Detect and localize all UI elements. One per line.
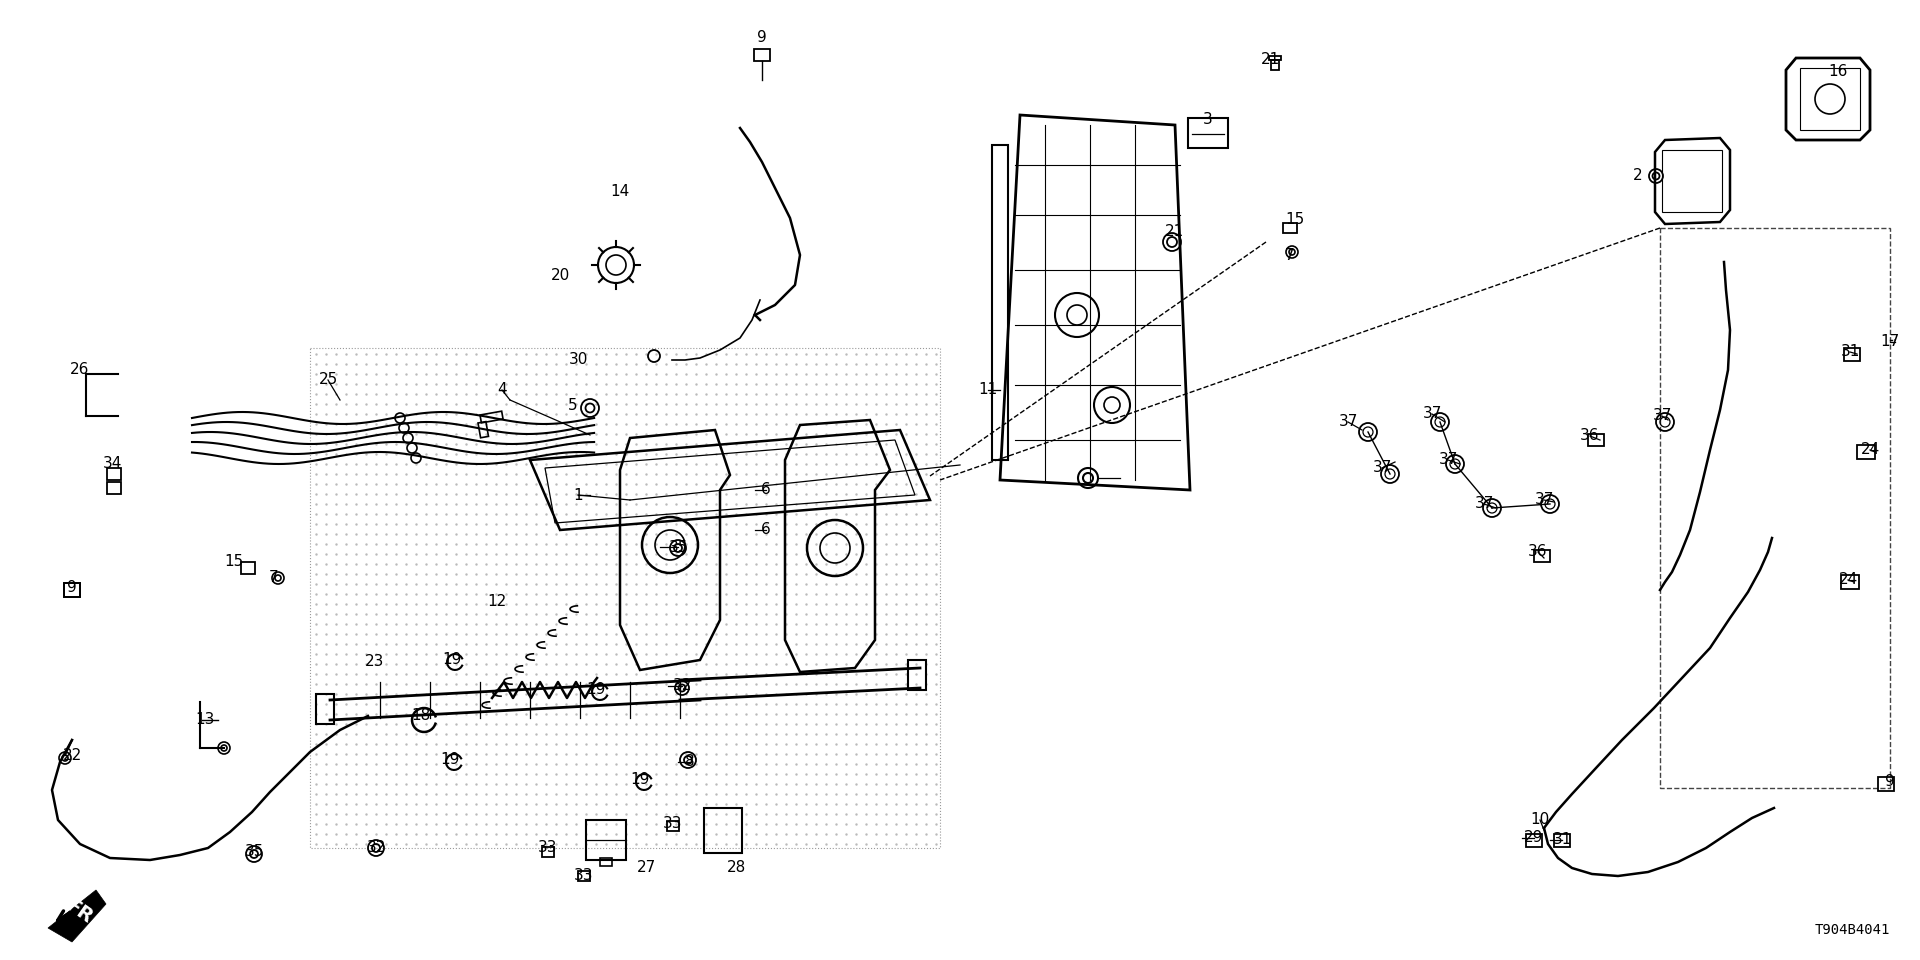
Text: 8: 8	[685, 755, 695, 770]
Bar	[666, 821, 680, 831]
Text: 37: 37	[1534, 492, 1553, 508]
Bar	[1269, 56, 1281, 60]
Text: 14: 14	[611, 184, 630, 200]
Text: 33: 33	[662, 817, 684, 831]
Text: 31: 31	[1839, 345, 1860, 359]
Bar	[755, 49, 770, 61]
Text: 20: 20	[551, 268, 570, 282]
Text: 9: 9	[756, 31, 766, 45]
Bar	[1801, 68, 1860, 130]
Text: 36: 36	[1580, 428, 1599, 444]
Bar	[586, 820, 626, 860]
Bar	[63, 583, 81, 597]
Text: 33: 33	[574, 869, 593, 883]
Bar	[1553, 834, 1571, 847]
Bar	[1878, 777, 1893, 791]
Bar	[1271, 60, 1279, 70]
Bar	[309, 348, 941, 848]
Text: 36: 36	[1528, 544, 1548, 560]
Bar	[480, 411, 503, 422]
Bar	[478, 421, 488, 438]
Text: 23: 23	[365, 655, 384, 669]
Text: FR.: FR.	[61, 896, 102, 932]
Text: 15: 15	[225, 555, 244, 569]
Text: 25: 25	[319, 372, 338, 388]
Text: 35: 35	[668, 540, 687, 555]
Text: 5: 5	[568, 397, 578, 413]
Text: 1: 1	[574, 488, 584, 502]
Bar	[1588, 434, 1603, 446]
Bar	[1663, 150, 1722, 212]
Text: 19: 19	[442, 653, 461, 667]
Text: 34: 34	[102, 457, 121, 471]
Bar	[599, 858, 612, 866]
Text: 11: 11	[979, 382, 998, 397]
Text: 29: 29	[1524, 830, 1544, 846]
Text: 17: 17	[1880, 334, 1899, 349]
Bar	[1841, 575, 1859, 589]
Text: 21: 21	[1260, 53, 1279, 67]
Text: 28: 28	[726, 860, 745, 876]
Bar	[705, 808, 741, 853]
Text: 37: 37	[1438, 452, 1457, 468]
Text: 37: 37	[1338, 415, 1357, 429]
Text: 37: 37	[1653, 409, 1672, 423]
Bar	[908, 660, 925, 690]
Text: 24: 24	[1837, 572, 1859, 588]
Bar	[108, 468, 121, 480]
Bar	[1843, 348, 1860, 361]
Text: 18: 18	[411, 708, 430, 724]
Text: 10: 10	[1530, 812, 1549, 828]
Text: 32: 32	[672, 679, 691, 693]
Text: 7: 7	[1284, 248, 1294, 262]
Bar	[1188, 118, 1229, 148]
Bar	[1661, 228, 1889, 788]
Bar	[578, 871, 589, 881]
Bar	[1534, 550, 1549, 562]
Bar	[1283, 223, 1298, 233]
Text: 24: 24	[1860, 443, 1880, 458]
Text: 9: 9	[1885, 775, 1895, 789]
Polygon shape	[48, 890, 106, 942]
Text: 33: 33	[538, 841, 557, 855]
Bar	[242, 562, 255, 574]
Text: 7: 7	[269, 570, 278, 586]
Text: 6: 6	[760, 483, 770, 497]
Text: 37: 37	[1475, 496, 1494, 512]
Text: 37: 37	[1423, 406, 1442, 421]
Text: 13: 13	[196, 712, 215, 728]
Text: 19: 19	[630, 773, 649, 787]
Text: 12: 12	[488, 594, 507, 610]
Text: 35: 35	[244, 845, 263, 859]
Bar	[63, 583, 81, 597]
Text: 22: 22	[61, 749, 83, 763]
Bar	[108, 482, 121, 494]
Bar	[1526, 834, 1542, 847]
Text: 19: 19	[586, 683, 605, 698]
Text: 6: 6	[760, 522, 770, 538]
Text: 15: 15	[1284, 212, 1304, 228]
Text: 4: 4	[497, 382, 507, 397]
Text: 31: 31	[1551, 832, 1572, 848]
Text: 21: 21	[1165, 225, 1185, 239]
Text: 16: 16	[1828, 64, 1847, 80]
Bar	[317, 694, 334, 724]
Bar	[541, 847, 555, 857]
Text: 2: 2	[1634, 167, 1644, 182]
Text: 32: 32	[367, 841, 386, 855]
Bar	[1857, 445, 1876, 459]
Text: 9: 9	[67, 581, 77, 595]
Text: 26: 26	[71, 363, 90, 377]
Text: 19: 19	[440, 753, 459, 767]
Text: T904B4041: T904B4041	[1814, 923, 1889, 937]
Text: 37: 37	[1373, 461, 1392, 475]
Text: 27: 27	[636, 860, 655, 876]
Text: 30: 30	[568, 352, 588, 368]
Text: 3: 3	[1204, 112, 1213, 128]
